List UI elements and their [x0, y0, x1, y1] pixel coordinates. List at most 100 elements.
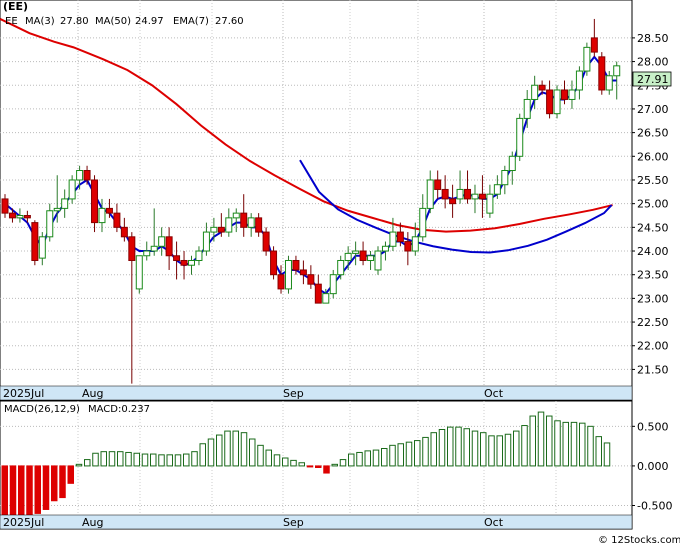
candle-body — [538, 84, 546, 91]
candle-body — [337, 259, 345, 276]
candle-body — [553, 89, 561, 115]
macd-bar — [389, 444, 396, 467]
macd-bar — [537, 411, 545, 467]
candle-body — [329, 274, 337, 295]
date-label: Aug — [82, 387, 103, 400]
macd-bar — [381, 448, 388, 467]
candle — [374, 246, 382, 275]
candle — [188, 255, 195, 275]
y-tick-label: 22.50 — [637, 316, 669, 329]
candle — [359, 241, 367, 266]
candle — [68, 175, 76, 204]
candle-body — [120, 226, 128, 238]
candle — [538, 80, 546, 95]
y-tick-label: -0.500 — [637, 500, 672, 513]
candle-body — [583, 46, 591, 72]
candle — [120, 217, 128, 242]
candle-body — [575, 70, 583, 91]
macd-bar — [249, 438, 256, 467]
candle — [247, 213, 255, 237]
candle — [31, 220, 39, 266]
date-label: Sep — [283, 516, 304, 529]
candle-body — [613, 65, 621, 77]
candle — [396, 222, 404, 247]
candle-body — [284, 259, 292, 290]
candle-body — [83, 170, 91, 181]
macd-bar — [125, 451, 132, 467]
macd-bar — [513, 430, 520, 467]
macd-bar — [282, 457, 289, 467]
date-label: Oct — [484, 516, 504, 529]
macd-bar — [488, 435, 495, 467]
macd-bar — [26, 465, 33, 516]
candle — [583, 42, 591, 76]
y-tick-label: 28.00 — [637, 56, 669, 69]
candle — [531, 75, 539, 109]
candle — [478, 175, 486, 218]
macd-histogram — [1, 411, 611, 516]
macd-bar — [183, 453, 190, 467]
candle-body — [38, 236, 46, 259]
candle-body — [381, 245, 389, 252]
candle-body — [225, 217, 233, 233]
candle-body — [31, 222, 39, 261]
candle-body — [374, 250, 382, 271]
y-tick-label: 26.50 — [637, 127, 669, 140]
candle — [381, 241, 389, 261]
date-label: Aug — [82, 516, 103, 529]
macd-bar — [265, 449, 272, 467]
candle-body — [8, 212, 16, 219]
candle — [441, 175, 449, 209]
candle-body — [478, 193, 486, 200]
legend-ma50-value: 24.97 — [135, 16, 164, 27]
macd-date-bar — [0, 514, 633, 530]
candle-body — [61, 198, 69, 209]
candle — [270, 246, 278, 280]
candle — [38, 232, 46, 266]
date-label: Oct — [484, 387, 504, 400]
macd-bar — [331, 463, 338, 467]
candle — [598, 52, 606, 95]
price-axis: 21.50 22.00 22.50 23.00 23.50 24.00 24.50 25.00… — [632, 32, 669, 376]
candle-body — [508, 155, 516, 172]
candle — [575, 66, 583, 100]
candle — [486, 184, 494, 218]
macd-bar — [59, 465, 66, 499]
candle-body — [598, 56, 606, 91]
date-label: 2025Jul — [3, 516, 44, 529]
candle-body — [202, 231, 210, 252]
ma-slow-line — [299, 159, 613, 254]
macd-bar — [447, 426, 454, 467]
price-gridlines — [0, 0, 632, 386]
candle-body — [449, 198, 457, 205]
candle-body — [396, 231, 404, 243]
candle — [232, 208, 240, 233]
candle-body — [531, 84, 539, 100]
legend-ma3-label: MA(3) — [25, 16, 55, 27]
candle — [105, 198, 113, 218]
candle — [411, 222, 419, 256]
y-tick-label: 26.00 — [637, 150, 669, 163]
macd-date-labels: 2025Jul Aug Sep Oct — [3, 516, 504, 529]
macd-bar — [75, 463, 83, 467]
candle — [613, 61, 621, 100]
candle — [240, 194, 248, 237]
macd-bar — [150, 453, 157, 467]
candle-body — [367, 255, 375, 261]
candle — [210, 217, 218, 242]
candle — [501, 165, 509, 195]
macd-bar — [117, 451, 124, 467]
macd-bar — [224, 430, 231, 467]
macd-bar — [587, 425, 594, 467]
candle-body — [568, 89, 576, 100]
macd-bar — [603, 442, 611, 467]
macd-bar — [562, 421, 569, 467]
macd-bar — [191, 451, 198, 467]
macd-bar — [42, 465, 50, 510]
candle — [217, 213, 225, 237]
last-price-value: 27.91 — [637, 73, 669, 86]
macd-bar — [405, 441, 413, 467]
macd-bar — [290, 459, 297, 467]
candle-body — [486, 193, 494, 214]
candle-body — [464, 188, 472, 200]
